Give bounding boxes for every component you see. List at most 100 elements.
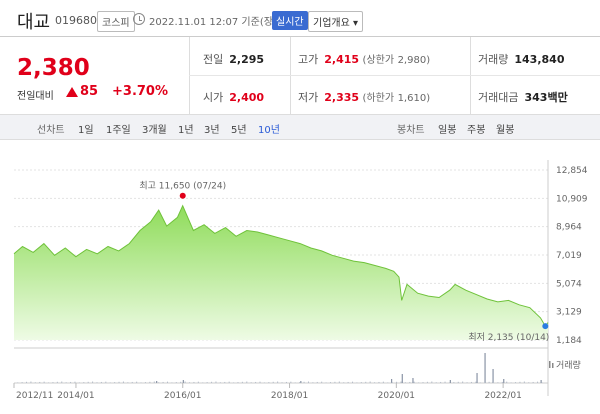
x-tick-label: 2020/01 <box>378 391 415 401</box>
divider <box>470 37 471 115</box>
company-overview-dropdown[interactable]: 기업개요 ▾ <box>308 11 363 32</box>
tab-weekly[interactable]: 주봉 <box>467 125 486 136</box>
volume-bar <box>321 381 323 383</box>
volume-bar <box>149 381 151 383</box>
volume-bar <box>492 369 494 383</box>
volume-bar <box>127 382 129 383</box>
volume-bar <box>87 381 89 383</box>
low-marker <box>542 323 549 330</box>
volume-bar <box>237 382 239 383</box>
x-tick-label: 2016/01 <box>164 391 201 401</box>
prev-close-cell: 전일 2,295 <box>203 51 264 67</box>
volume-bar <box>56 381 58 383</box>
y-tick-label: 3,129 <box>556 308 582 318</box>
tab-10y[interactable]: 10년 <box>258 125 280 136</box>
stock-header: 대교 019680 코스피 2022.11.01 12:07 기준(장중) 실시… <box>0 0 600 36</box>
volume-bar <box>109 382 111 383</box>
volume-bar <box>510 382 512 383</box>
volume-bar <box>92 381 94 383</box>
volume-bar <box>413 381 415 383</box>
volume-bar <box>431 381 433 383</box>
volume-bar <box>532 381 534 383</box>
volume-bar <box>171 382 173 383</box>
tab-3y[interactable]: 3년 <box>204 125 220 136</box>
upper-limit-label: (상한가 <box>362 55 395 66</box>
volume-bar <box>43 381 45 383</box>
tab-monthly[interactable]: 월봉 <box>496 125 515 136</box>
volume-bar <box>197 381 199 383</box>
volume-bar <box>391 379 393 383</box>
lower-limit-value: 1,610) <box>397 93 431 104</box>
volume-bar <box>503 379 505 383</box>
volume-bar <box>206 382 208 383</box>
volume-bar <box>316 381 318 383</box>
high-annotation: 최고 11,650 (07/24) <box>139 181 226 192</box>
volume-bar <box>131 381 133 383</box>
tab-1d[interactable]: 1일 <box>78 125 94 136</box>
volume-bar <box>462 381 464 383</box>
volume-bar <box>189 382 191 383</box>
volume-bar <box>374 382 376 383</box>
volume-bar <box>484 353 486 383</box>
y-tick-label: 1,184 <box>556 336 582 346</box>
volume-bar <box>479 382 481 383</box>
volume-bar <box>448 382 450 383</box>
volume-bar <box>457 381 459 383</box>
candle-chart-label: 봉차트 <box>397 125 425 136</box>
volume-bar <box>422 382 424 383</box>
volume-bar <box>26 381 28 383</box>
volume-bars <box>17 353 543 383</box>
high-value: 2,415 <box>324 53 360 66</box>
volume-bar <box>303 381 305 383</box>
low-cell: 저가 2,335 (하한가 1,610) <box>298 89 430 105</box>
volume-bar <box>255 381 257 383</box>
tab-daily[interactable]: 일봉 <box>438 125 457 136</box>
volume-bar <box>515 382 517 383</box>
x-tick-label: 2012/11 <box>16 391 53 401</box>
tab-3m[interactable]: 3개월 <box>142 125 167 136</box>
volume-bar <box>250 382 252 383</box>
volume-bar <box>48 382 50 383</box>
volume-bar <box>391 382 393 383</box>
volume-bar <box>182 380 184 383</box>
volume-icon-bar <box>552 363 554 368</box>
volume-bar <box>215 381 217 383</box>
y-axis: 12,854 10,909 8,964 7,019 5,074 3,129 1,184 <box>556 166 588 346</box>
volume-bar <box>74 381 76 383</box>
open-cell: 시가 2,400 <box>203 89 264 105</box>
volume-label: 거래량 <box>556 359 581 371</box>
volume-bar <box>193 381 195 383</box>
volume-bar <box>444 381 446 383</box>
price-line <box>13 204 549 327</box>
volume-bar <box>52 382 54 383</box>
amount-unit: 백만 <box>547 91 568 104</box>
tab-1w[interactable]: 1주일 <box>106 125 131 136</box>
tab-1y[interactable]: 1년 <box>178 125 194 136</box>
volume-bar <box>83 382 85 383</box>
volume-bar <box>272 381 274 383</box>
volume-bar <box>369 381 371 383</box>
amount-cell: 거래대금 343백만 <box>478 89 568 105</box>
volume-bar <box>528 382 530 383</box>
volume-bar <box>378 381 380 383</box>
realtime-button[interactable]: 실시간 <box>272 11 308 30</box>
upper-limit-value: 2,980) <box>397 55 431 66</box>
volume-bar <box>382 381 384 383</box>
volume-bar <box>338 381 340 383</box>
tab-5y[interactable]: 5년 <box>231 125 247 136</box>
volume-bar <box>501 381 503 383</box>
volume-bar <box>449 380 451 383</box>
volume-bar <box>347 381 349 383</box>
volume-bar <box>294 382 296 383</box>
x-tick-label: 2022/01 <box>484 391 521 401</box>
volume-bar <box>61 381 63 383</box>
volume-bar <box>233 382 235 383</box>
volume-bar <box>105 381 107 383</box>
prev-change-label: 전일대비 <box>17 91 54 102</box>
y-tick-label: 8,964 <box>556 223 582 233</box>
volume-bar <box>78 382 80 383</box>
volume-bar <box>387 382 389 383</box>
volume-bar <box>497 382 499 383</box>
y-tick-label: 12,854 <box>556 166 588 176</box>
volume-bar <box>418 382 420 383</box>
